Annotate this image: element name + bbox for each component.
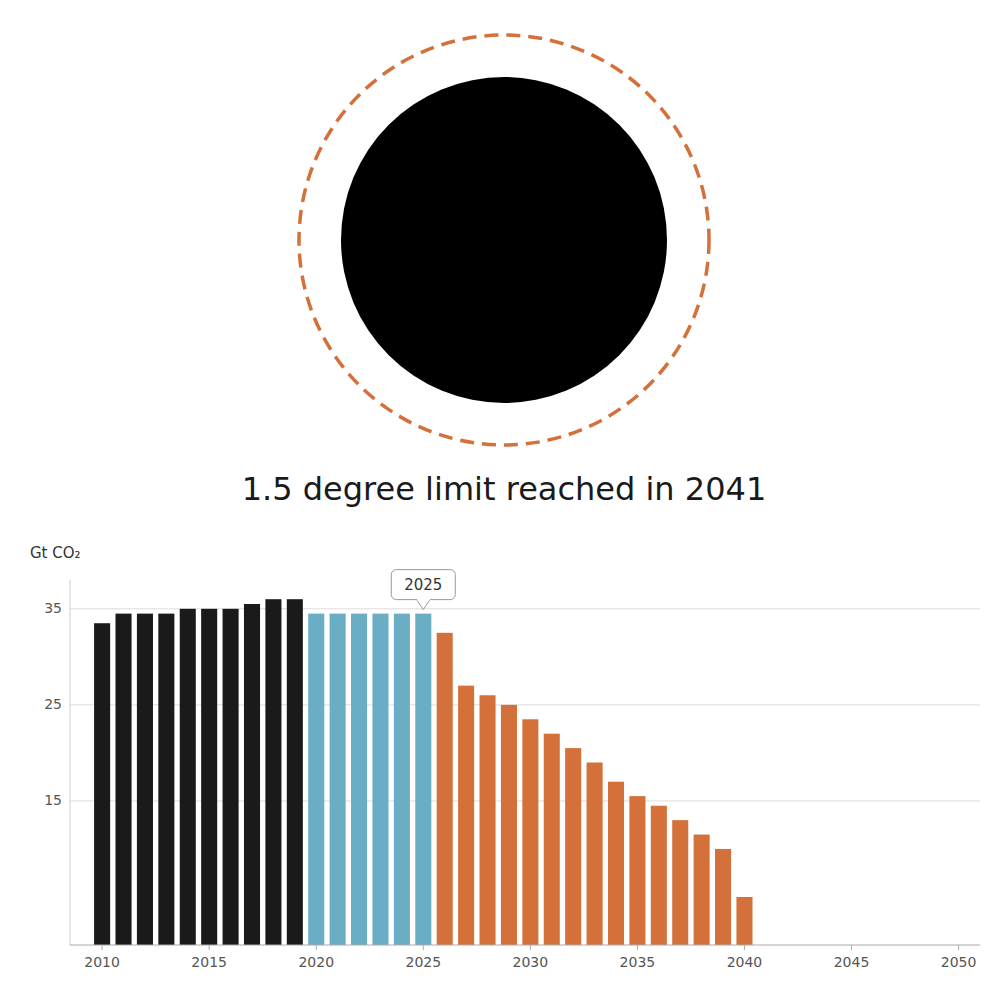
bar — [415, 614, 431, 945]
bar — [287, 599, 303, 945]
bar — [94, 623, 110, 945]
bar — [137, 614, 153, 945]
x-tick-label: 2030 — [513, 954, 549, 970]
annotation: 2025 — [404, 576, 442, 594]
x-tick-label: 2050 — [941, 954, 977, 970]
y-axis-label: Gt CO₂ — [30, 544, 81, 562]
title: 1.5 degree limit reached in 2041 — [242, 470, 767, 508]
dashed-circle — [299, 35, 709, 445]
bar — [437, 633, 453, 945]
bar — [394, 614, 410, 945]
callout-box — [391, 570, 455, 600]
x-tick-label: 2025 — [405, 954, 441, 970]
y-tick-label: 25 — [44, 696, 62, 712]
bar — [223, 609, 239, 945]
bar — [501, 705, 517, 945]
y-axis-line — [70, 580, 71, 945]
bar — [116, 614, 132, 945]
bars — [94, 599, 752, 945]
x-tick-label: 2040 — [727, 954, 763, 970]
bar — [351, 614, 367, 945]
x-tick-label: 2045 — [834, 954, 870, 970]
bar — [308, 614, 324, 945]
bar — [694, 835, 710, 945]
x-tick — [530, 945, 531, 950]
y-tick-label: 35 — [44, 600, 62, 616]
y-tick-label: 15 — [44, 792, 62, 808]
bar — [265, 599, 281, 945]
bar — [587, 763, 603, 946]
x-tick — [102, 945, 103, 950]
black-circle — [341, 77, 667, 403]
bar — [201, 609, 217, 945]
bar — [330, 614, 346, 945]
bar — [565, 748, 581, 945]
bar — [629, 796, 645, 945]
bar — [608, 782, 624, 945]
bar — [736, 897, 752, 945]
bar — [715, 849, 731, 945]
x-tick — [316, 945, 317, 950]
callout-pointer — [416, 599, 430, 610]
chart-root: 1.5 degree limit reached in 2041 15 25 35 Gt… — [0, 0, 1008, 1008]
bar — [651, 806, 667, 945]
x-tick-label: 2020 — [298, 954, 334, 970]
bar — [522, 719, 538, 945]
x-axis-line — [70, 945, 980, 946]
bar — [544, 734, 560, 945]
x-tick-label: 2035 — [620, 954, 656, 970]
x-tick — [423, 945, 424, 950]
bar — [672, 820, 688, 945]
bar — [244, 604, 260, 945]
x-tick-label: 2010 — [84, 954, 120, 970]
bar — [180, 609, 196, 945]
callout: 2025 — [391, 570, 455, 610]
x-tick — [958, 945, 959, 950]
callout-joint — [417, 599, 430, 601]
bar — [158, 614, 174, 945]
bar — [372, 614, 388, 945]
x-tick — [637, 945, 638, 950]
x-tick — [744, 945, 745, 950]
x-tick — [209, 945, 210, 950]
background — [0, 0, 1008, 1008]
x-tick — [851, 945, 852, 950]
bar — [458, 686, 474, 945]
bar — [480, 695, 496, 945]
x-tick-label: 2015 — [191, 954, 227, 970]
